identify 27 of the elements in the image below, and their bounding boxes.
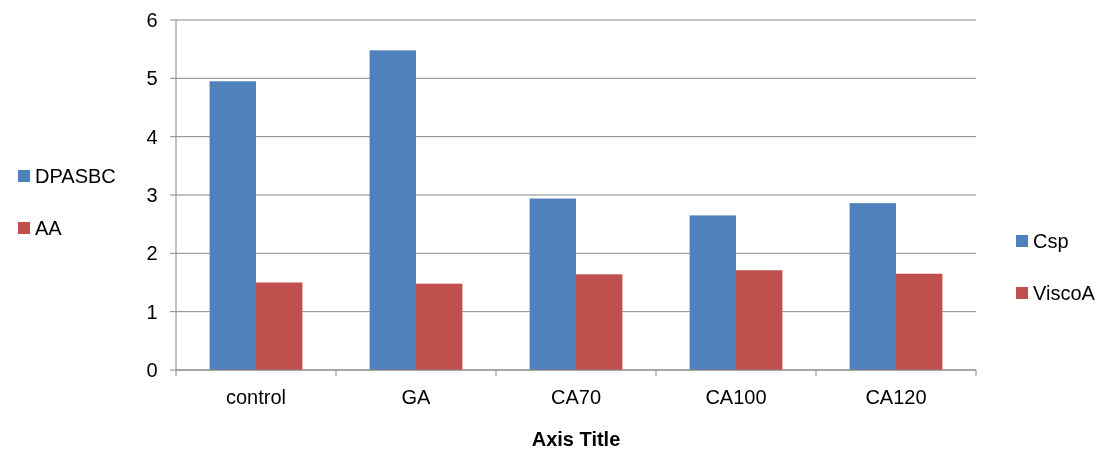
y-tick-label: 5 xyxy=(146,67,158,90)
y-tick-label: 4 xyxy=(146,125,158,148)
bar xyxy=(576,274,623,370)
legend-label: AA xyxy=(35,217,63,239)
legend-label: ViscoA xyxy=(1033,282,1096,304)
y-tick-label: 6 xyxy=(146,9,158,31)
x-tick-label: GA xyxy=(401,386,432,408)
bar xyxy=(736,270,783,370)
x-tick-label: CA120 xyxy=(865,386,927,408)
y-tick-label: 3 xyxy=(146,184,158,206)
legend-label: DPASBC xyxy=(35,165,116,187)
x-tick-label: control xyxy=(225,386,287,408)
bar xyxy=(689,215,736,370)
x-tick-label: CA100 xyxy=(705,386,767,408)
bar xyxy=(209,81,256,370)
bar xyxy=(256,282,303,370)
bar xyxy=(849,203,896,370)
bar xyxy=(416,283,463,370)
y-tick-label: 0 xyxy=(146,359,158,381)
y-tick-label: 2 xyxy=(146,242,158,265)
y-tick-label: 1 xyxy=(146,300,158,323)
bar xyxy=(896,273,943,370)
bar xyxy=(529,198,576,370)
x-tick-label: CA70 xyxy=(550,386,602,408)
x-axis-title: Axis Title xyxy=(531,428,621,450)
legend-label: Csp xyxy=(1033,230,1069,252)
bar xyxy=(369,50,416,370)
